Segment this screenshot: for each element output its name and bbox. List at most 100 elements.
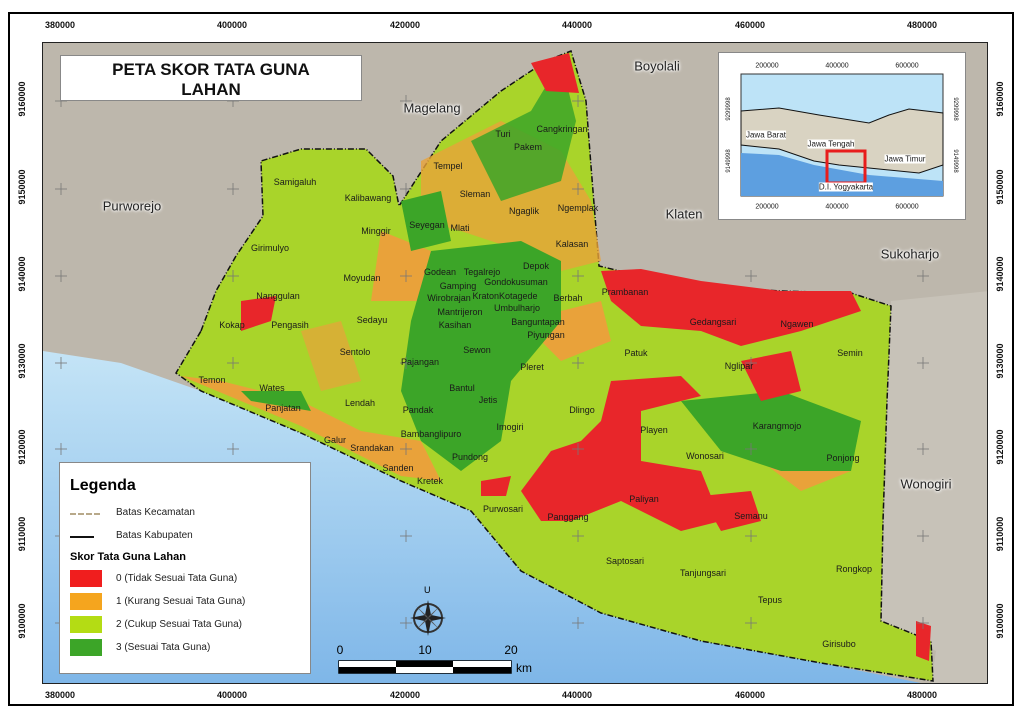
y-tick-label-left: 9140000 bbox=[17, 256, 27, 292]
district-label: Piyungan bbox=[527, 330, 565, 340]
kecamatan-line-symbol bbox=[70, 513, 100, 515]
inset-label-jawa-timur: Jawa Timur bbox=[884, 154, 926, 164]
inset-y-tick: 9149998 bbox=[952, 149, 958, 173]
legend-swatch-3 bbox=[70, 639, 102, 656]
x-tick-label-top: 380000 bbox=[44, 20, 76, 30]
district-label: Ngaglik bbox=[508, 206, 540, 216]
district-label: Pleret bbox=[520, 362, 544, 372]
north-label: U bbox=[424, 585, 431, 595]
y-tick-label-right: 9130000 bbox=[995, 343, 1005, 379]
y-tick-label-right: 9150000 bbox=[995, 169, 1005, 205]
district-label: Rongkop bbox=[835, 564, 873, 574]
y-tick-label-right: 9110000 bbox=[995, 516, 1005, 552]
inset-y-tick: 9149998 bbox=[726, 149, 732, 173]
legend-title: Legenda bbox=[70, 477, 136, 494]
legend-classes-title: Skor Tata Guna Lahan bbox=[70, 551, 186, 563]
wonogiri-land bbox=[881, 291, 987, 683]
scale-tick-20: 20 bbox=[504, 643, 518, 657]
map-canvas bbox=[43, 43, 987, 683]
legend-swatch-1 bbox=[70, 593, 102, 610]
district-label: Pakem bbox=[513, 142, 543, 152]
district-label: Kokap bbox=[219, 320, 245, 330]
district-label: Wonosari bbox=[686, 451, 724, 461]
y-tick-label-left: 9100000 bbox=[17, 603, 27, 639]
region-label-purworejo: Purworejo bbox=[102, 198, 162, 214]
inset-x-tick: 200000 bbox=[755, 203, 779, 211]
district-label: Wirobrajan bbox=[427, 293, 471, 303]
district-label: Prambanan bbox=[601, 287, 649, 297]
district-label: Purwosari bbox=[482, 504, 524, 514]
x-tick-label-top: 460000 bbox=[734, 20, 766, 30]
y-tick-label-right: 9100000 bbox=[995, 603, 1005, 639]
district-label: Kasihan bbox=[438, 320, 472, 330]
district-label: Wates bbox=[259, 383, 285, 393]
district-label: Dlingo bbox=[569, 405, 595, 415]
district-label: Moyudan bbox=[343, 273, 381, 283]
district-label: Ngawen bbox=[780, 319, 814, 329]
district-label: Panggang bbox=[547, 512, 589, 522]
inset-label-diy: D.I. Yogyakarta bbox=[818, 182, 874, 192]
scale-tick-0: 0 bbox=[336, 643, 344, 657]
district-label: Karangmojo bbox=[752, 421, 802, 431]
district-label: Pundong bbox=[451, 452, 489, 462]
legend-swatch-2 bbox=[70, 616, 102, 633]
graticule bbox=[55, 95, 929, 629]
district-label: Tempel bbox=[433, 161, 463, 171]
x-tick-label-top: 440000 bbox=[561, 20, 593, 30]
district-label: Pandak bbox=[402, 405, 434, 415]
district-label: Mantrijeron bbox=[437, 307, 483, 317]
y-tick-label-right: 9140000 bbox=[995, 256, 1005, 292]
district-label: Semanu bbox=[734, 511, 768, 521]
district-label: Galur bbox=[323, 435, 347, 445]
district-label: Imogiri bbox=[496, 422, 524, 432]
x-tick-label-bottom: 460000 bbox=[734, 690, 766, 700]
inset-x-tick: 200000 bbox=[755, 62, 779, 70]
x-tick-label-bottom: 400000 bbox=[216, 690, 248, 700]
district-label: Seyegan bbox=[409, 220, 445, 230]
district-label: Ngemplak bbox=[557, 203, 599, 213]
district-label: Godean bbox=[423, 267, 457, 277]
y-tick-label-left: 9150000 bbox=[17, 169, 27, 205]
district-label: Semin bbox=[837, 348, 863, 358]
district-label: Gamping bbox=[439, 281, 477, 291]
inset-x-tick: 400000 bbox=[825, 203, 849, 211]
legend: Legenda Batas Kecamatan Batas Kabupaten … bbox=[59, 462, 311, 674]
region-label-sukoharjo: Sukoharjo bbox=[880, 246, 940, 262]
inset-x-tick: 600000 bbox=[895, 203, 919, 211]
district-label: Bambanglipuro bbox=[400, 429, 462, 439]
district-label: Bantul bbox=[449, 383, 475, 393]
district-label: Temon bbox=[198, 375, 226, 385]
district-label: Pengasih bbox=[271, 320, 309, 330]
inset-map: 200000 400000 600000 200000 400000 60000… bbox=[718, 52, 966, 220]
district-label: Sedayu bbox=[356, 315, 388, 325]
district-label: Banguntapan bbox=[511, 317, 565, 327]
district-label: Lendah bbox=[344, 398, 376, 408]
y-tick-label-right: 9160000 bbox=[995, 81, 1005, 117]
legend-line-kabupaten: Batas Kabupaten bbox=[116, 530, 193, 541]
x-tick-label-bottom: 380000 bbox=[44, 690, 76, 700]
district-label: Cangkringan bbox=[536, 124, 588, 134]
inset-y-tick: 9299998 bbox=[726, 97, 732, 121]
legend-class-3: 3 (Sesuai Tata Guna) bbox=[116, 642, 211, 653]
district-label: Berbah bbox=[553, 293, 583, 303]
y-tick-label-left: 9120000 bbox=[17, 429, 27, 465]
district-label: Panjatan bbox=[265, 403, 301, 413]
inset-x-tick: 600000 bbox=[895, 62, 919, 70]
y-tick-label-left: 9110000 bbox=[17, 516, 27, 552]
legend-swatch-0 bbox=[70, 570, 102, 587]
x-tick-label-top: 420000 bbox=[389, 20, 421, 30]
y-tick-label-left: 9160000 bbox=[17, 81, 27, 117]
district-label: Sentolo bbox=[339, 347, 371, 357]
district-label: Sewon bbox=[463, 345, 491, 355]
district-label: Mlati bbox=[450, 223, 470, 233]
district-label: Minggir bbox=[361, 226, 391, 236]
region-label-boyolali: Boyolali bbox=[634, 58, 680, 74]
district-label: Tepus bbox=[757, 595, 783, 605]
district-label: Gedangsari bbox=[689, 317, 737, 327]
legend-class-0: 0 (Tidak Sesuai Tata Guna) bbox=[116, 573, 238, 584]
inset-x-tick: 400000 bbox=[825, 62, 849, 70]
region-label-wonogiri: Wonogiri bbox=[900, 476, 952, 492]
score-3-areas bbox=[241, 61, 861, 471]
x-tick-label-bottom: 480000 bbox=[906, 690, 938, 700]
district-label: Samigaluh bbox=[273, 177, 317, 187]
